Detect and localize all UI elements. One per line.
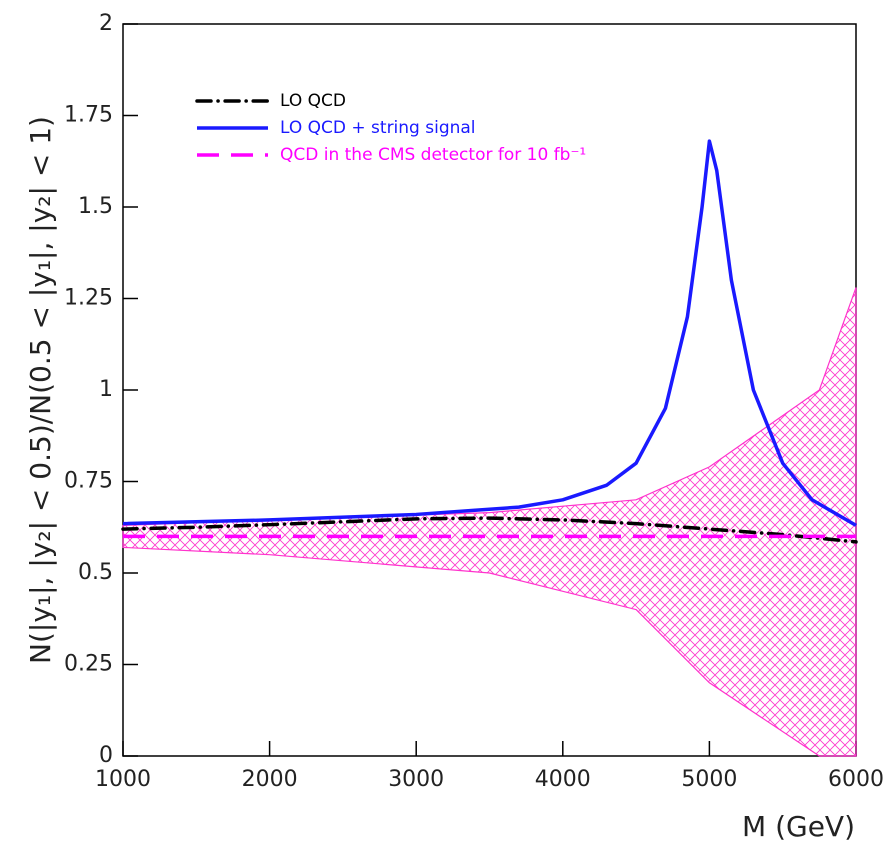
- x-axis-label: M (GeV): [742, 810, 855, 843]
- x-tick-label: 1000: [95, 767, 151, 792]
- series-line: [122, 139, 857, 527]
- x-tick-label: 6000: [828, 767, 884, 792]
- series-line: [121, 516, 858, 544]
- y-axis-label: N(|y₁|, |y₂| < 0.5)/N(0.5 < |y₁|, |y₂| <…: [24, 116, 57, 664]
- x-tick-label: 4000: [535, 767, 591, 792]
- y-tick-label: 0.75: [64, 469, 113, 494]
- band: [122, 287, 857, 757]
- y-tick-label: 0: [99, 743, 113, 768]
- y-tick-label: 1.75: [64, 103, 113, 128]
- legend-label: QCD in the CMS detector for 10 fb⁻¹: [280, 145, 586, 165]
- x-tick-label: 3000: [388, 767, 444, 792]
- y-tick-label: 0.25: [64, 652, 113, 677]
- legend-label: LO QCD: [280, 91, 346, 111]
- x-tick-label: 2000: [242, 767, 298, 792]
- y-tick-label: 0.5: [78, 560, 113, 585]
- y-tick-label: 1.25: [64, 286, 113, 311]
- y-tick-label: 1: [99, 377, 113, 402]
- y-tick-label: 1.5: [78, 194, 113, 219]
- x-tick-label: 5000: [681, 767, 737, 792]
- legend-label: LO QCD + string signal: [280, 118, 476, 138]
- y-tick-label: 2: [99, 11, 113, 36]
